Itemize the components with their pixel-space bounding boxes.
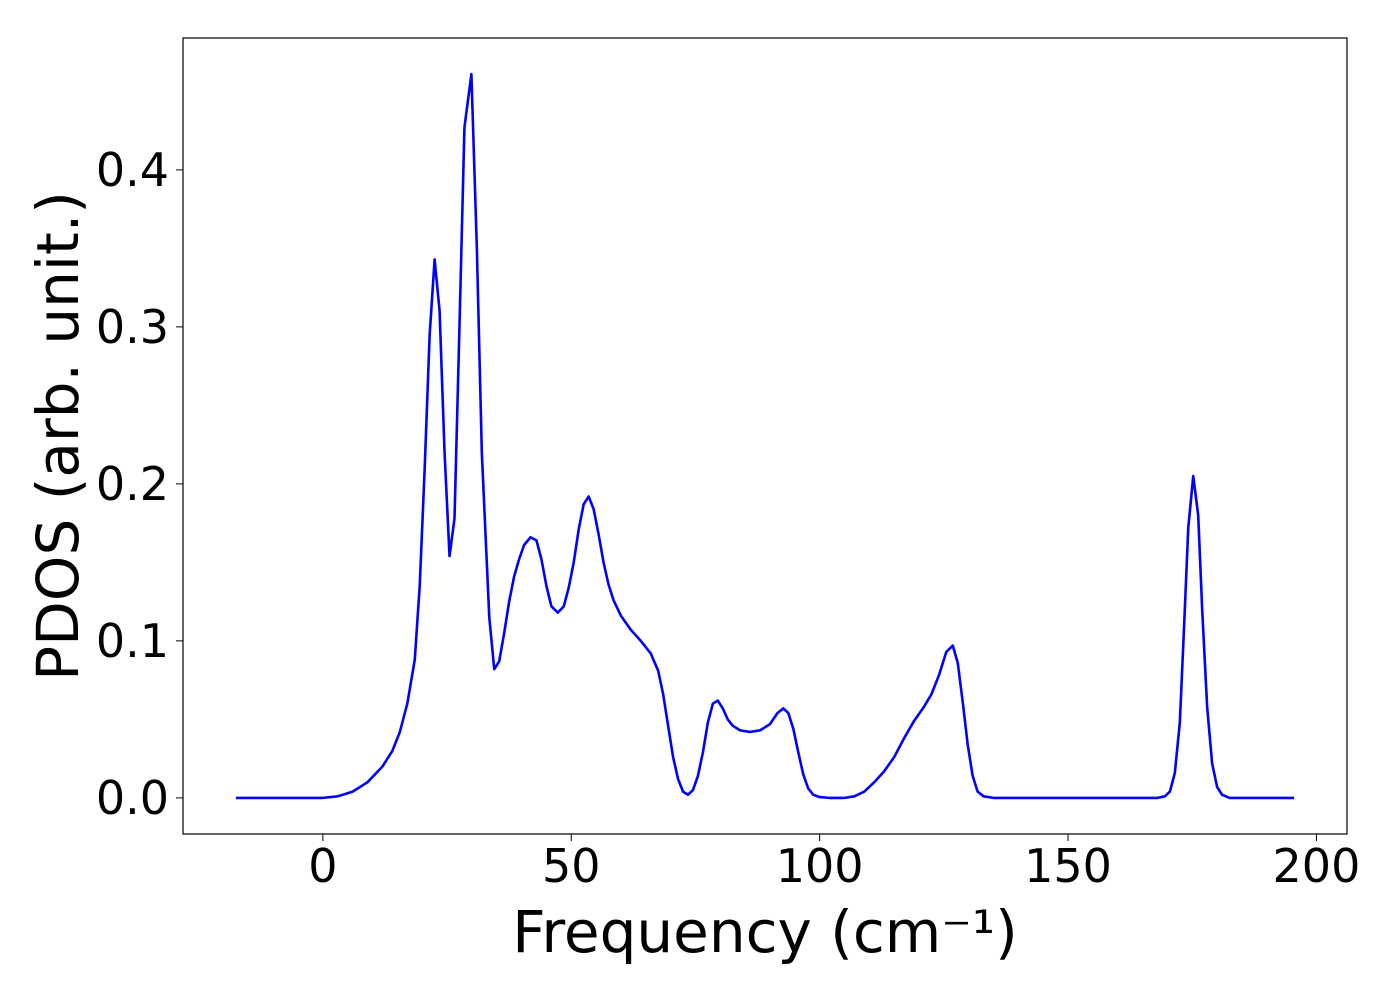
y-tick-label: 0.4: [96, 143, 169, 197]
x-tick-label: 100: [776, 839, 864, 893]
plot-frame: [182, 37, 1348, 835]
y-tick-label: 0.3: [96, 300, 169, 354]
data-line: [235, 72, 1295, 800]
x-axis-label: Frequency (cm⁻¹): [512, 898, 1018, 966]
y-axis-label: PDOS (arb. unit.): [24, 191, 92, 681]
x-tick-label: 50: [542, 839, 601, 893]
y-tick-label: 0.0: [96, 771, 169, 825]
x-tick-label: 150: [1024, 839, 1112, 893]
x-tick-label: 200: [1273, 839, 1361, 893]
x-tick-label: 0: [308, 839, 337, 893]
y-tick-label: 0.1: [96, 614, 169, 668]
y-tick-label: 0.2: [96, 457, 169, 511]
